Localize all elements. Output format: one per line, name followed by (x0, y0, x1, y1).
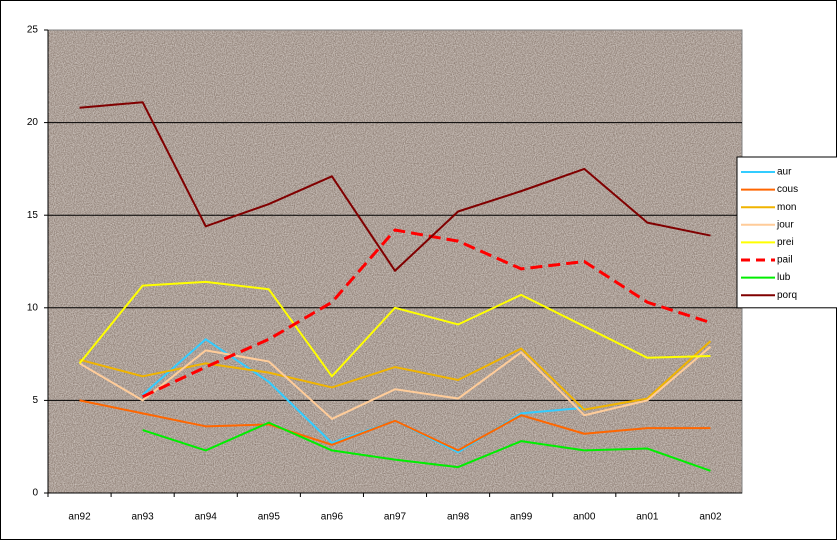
x-tick-label: an00 (573, 512, 596, 523)
x-tick-label: an99 (510, 512, 533, 523)
x-tick-label: an02 (699, 512, 722, 523)
y-tick-label: 20 (27, 117, 39, 128)
y-tick-label: 15 (27, 210, 39, 221)
line-series (79, 399, 711, 452)
legend-label: cous (777, 184, 798, 195)
x-tick-label: an97 (384, 512, 407, 523)
x-tick-label: an92 (68, 512, 91, 523)
y-tick-label: 0 (32, 488, 38, 499)
legend-label: lub (777, 272, 791, 283)
x-tick-label: an98 (447, 512, 470, 523)
legend-label: aur (777, 167, 792, 178)
x-tick-label: an96 (321, 512, 344, 523)
legend-label: prei (777, 237, 794, 248)
legend-label: mon (777, 202, 796, 213)
plot-texture (48, 30, 742, 493)
legend-label: porq (777, 290, 797, 301)
y-tick-label: 5 (32, 395, 38, 406)
x-tick-label: an95 (258, 512, 281, 523)
line-series (79, 101, 711, 272)
x-tick-label: an94 (195, 512, 218, 523)
x-tick-label: an93 (132, 512, 155, 523)
line-series (79, 345, 712, 420)
x-tick-label: an01 (636, 512, 659, 523)
legend-label: jour (776, 219, 794, 230)
y-tick-label: 25 (27, 25, 39, 36)
line-series (142, 421, 711, 472)
line-series (78, 280, 711, 378)
legend-box (736, 156, 837, 309)
y-tick-label: 10 (27, 302, 39, 313)
legend-label: pail (777, 255, 793, 266)
line-series (141, 228, 711, 399)
